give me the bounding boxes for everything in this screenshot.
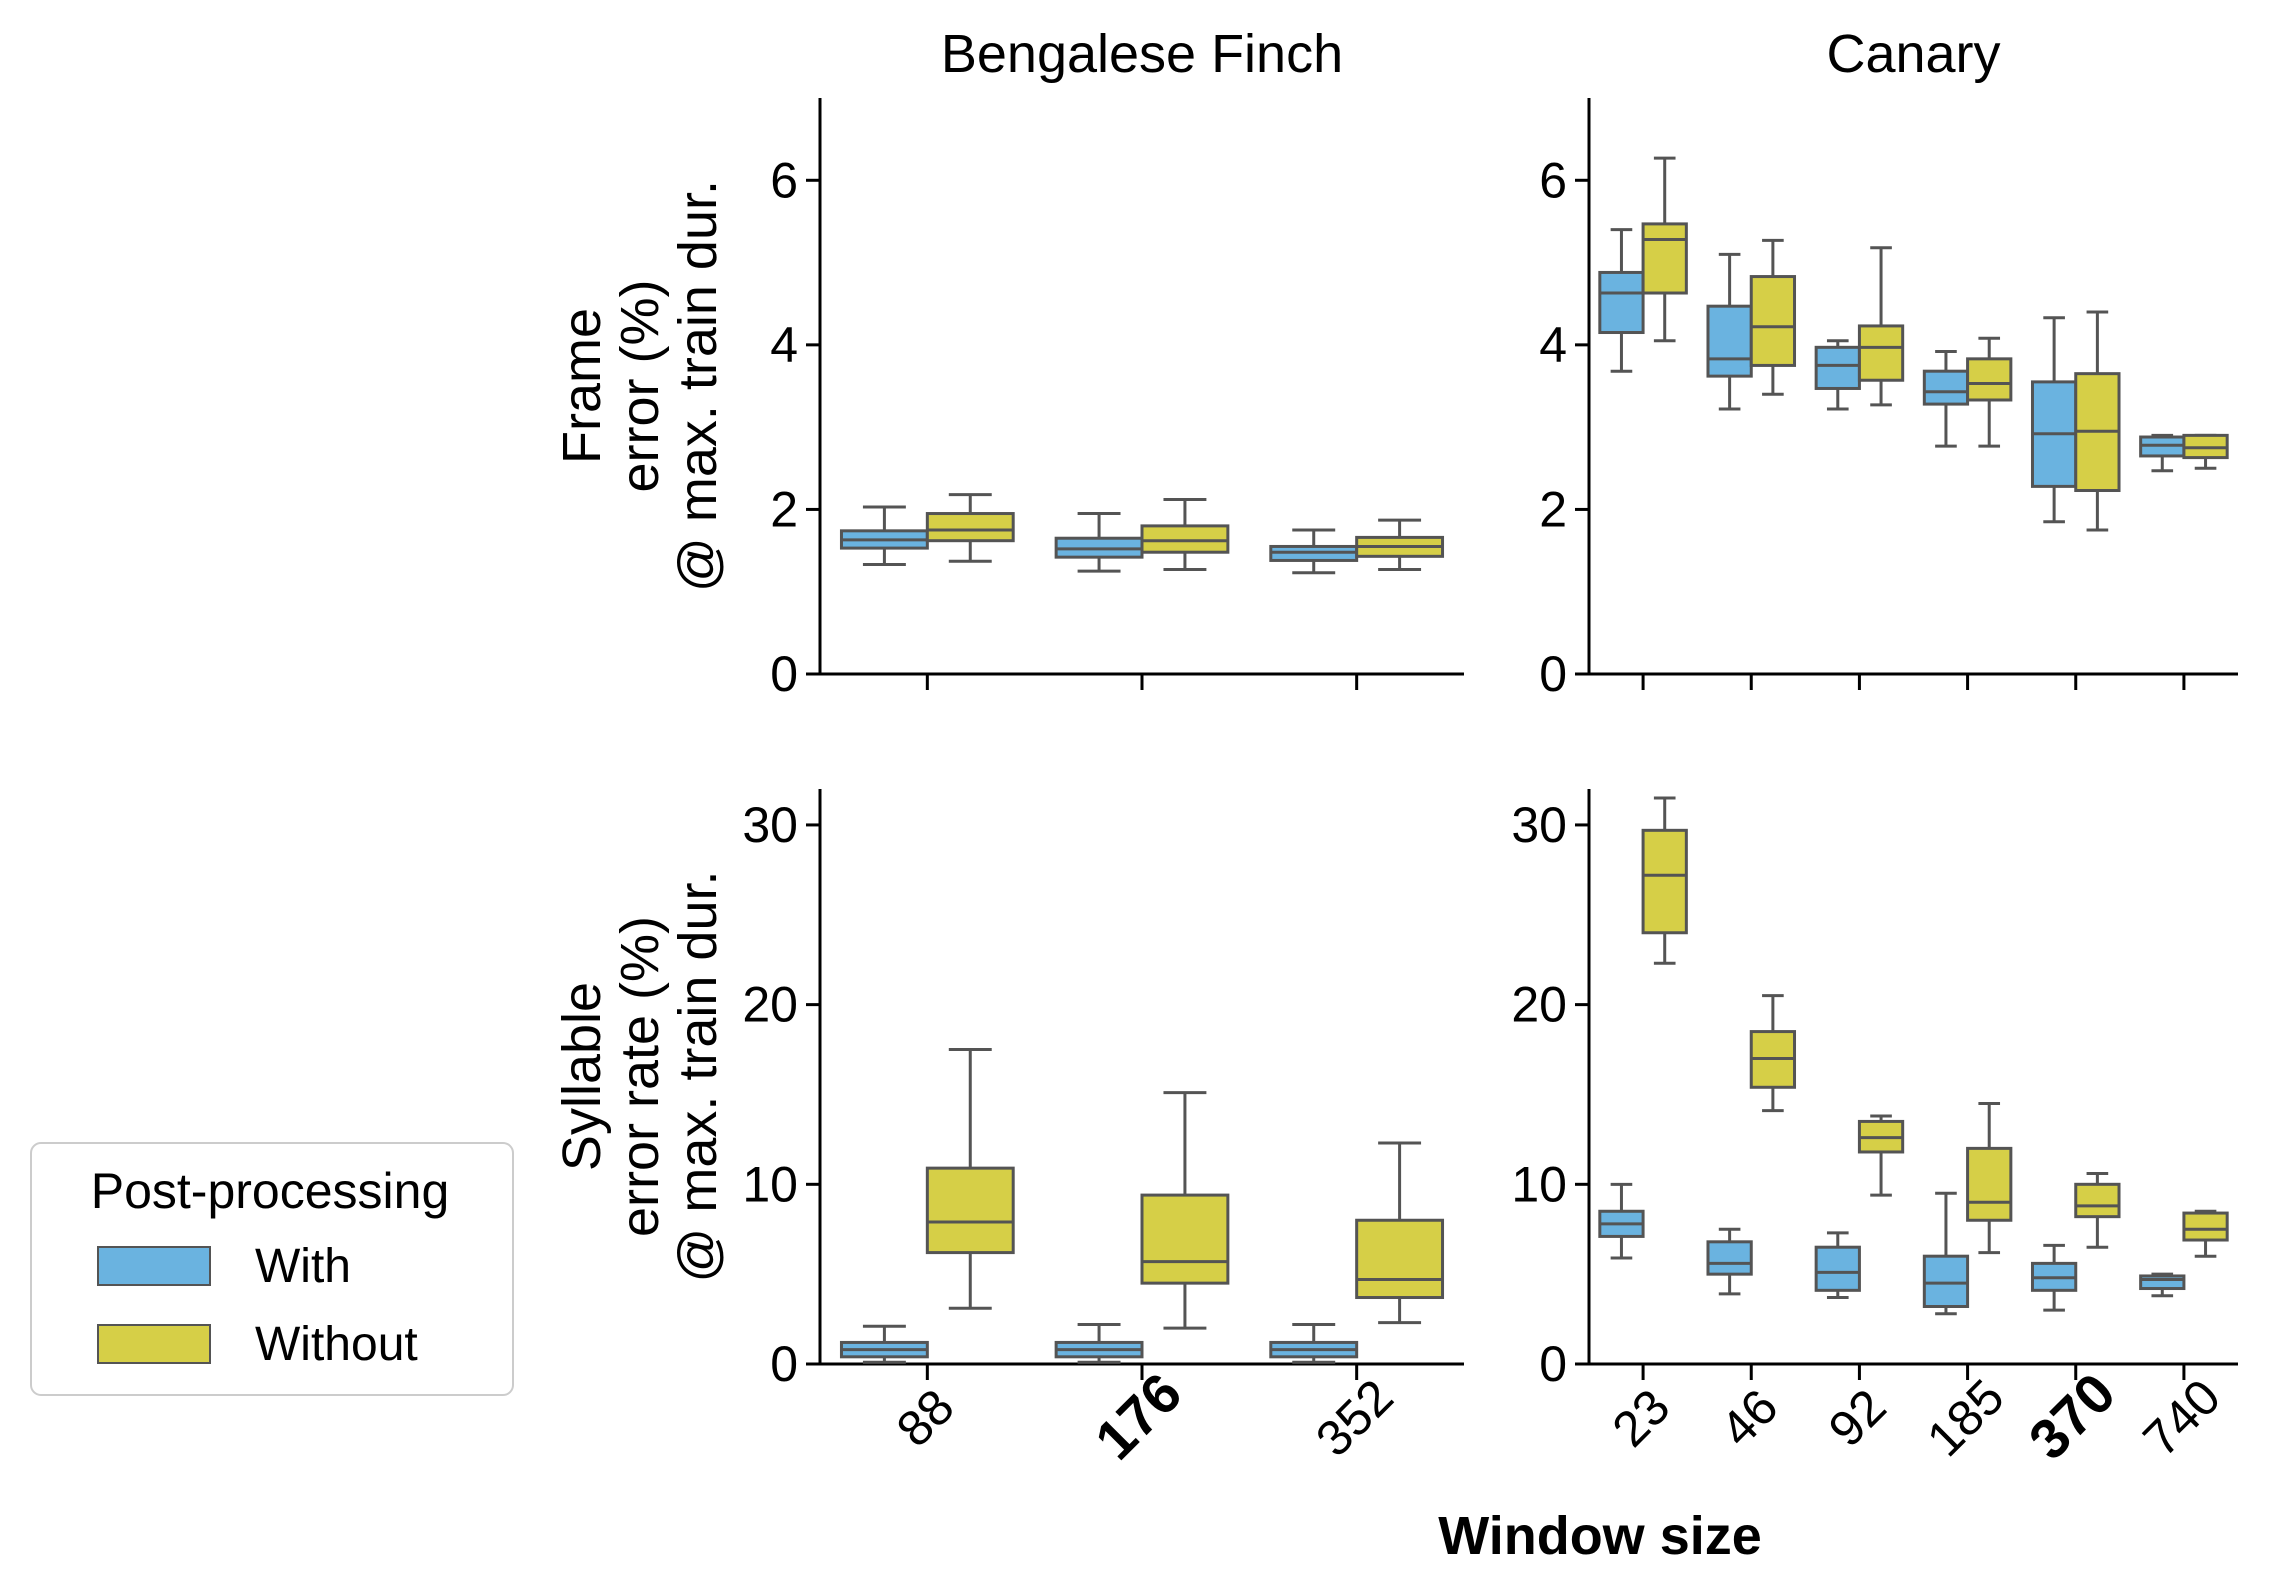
y-tick-label: 6 — [770, 152, 798, 208]
y-tick-label: 0 — [770, 646, 798, 702]
box-without — [925, 512, 1015, 543]
box-with — [1598, 270, 1645, 335]
box-with — [1922, 1254, 1970, 1308]
box-without — [1966, 1146, 2013, 1222]
x-tick-label: 23 — [1601, 1378, 1680, 1457]
panel-3: 0 10 20 30 23 46 92 185 370 740 — [1511, 789, 2238, 1471]
y-tick-label: 0 — [1539, 1336, 1567, 1392]
y-axis-label-line: Syllable — [552, 982, 612, 1171]
panel-title: Bengalese Finch — [941, 24, 1343, 84]
y-tick-label: 10 — [742, 1156, 798, 1212]
x-tick-label: 92 — [1818, 1378, 1897, 1457]
panel-1: 0 2 4 6 Canary — [1539, 24, 2238, 702]
x-tick-label: 46 — [1710, 1378, 1789, 1457]
legend-swatch-without — [97, 1324, 211, 1364]
y-tick-label: 10 — [1511, 1156, 1567, 1212]
box-without — [1641, 222, 1688, 295]
legend: Post-processing With Without — [30, 1142, 514, 1396]
legend-label-without: Without — [255, 1318, 418, 1371]
box-without — [1857, 324, 1905, 382]
y-axis-label-line: Frame — [552, 308, 612, 464]
x-tick-label: 370 — [2017, 1361, 2128, 1472]
box-without — [1641, 828, 1688, 935]
y-axis-label-line: error (%) — [610, 280, 670, 493]
box-with — [1922, 369, 1970, 406]
y-tick-label: 0 — [1539, 646, 1567, 702]
box-without — [1355, 1218, 1445, 1300]
box-without — [1140, 524, 1230, 554]
box-without — [2074, 1182, 2121, 1219]
box-without — [925, 1166, 1015, 1255]
legend-swatch-with — [97, 1246, 211, 1286]
legend-label-with: With — [255, 1240, 351, 1293]
y-axis-label-line: @ max. train dur. — [668, 180, 728, 592]
panel-title: Canary — [1826, 24, 2000, 84]
x-tick-label: 88 — [886, 1378, 965, 1457]
box-with — [1706, 304, 1753, 378]
y-tick-label: 30 — [742, 797, 798, 853]
y-tick-label: 2 — [1539, 481, 1567, 537]
box-with — [1706, 1240, 1753, 1276]
y-tick-label: 2 — [770, 481, 798, 537]
x-tick-label: 176 — [1083, 1361, 1194, 1472]
box-without — [1966, 357, 2013, 402]
y-tick-label: 4 — [1539, 317, 1567, 373]
y-tick-label: 20 — [1511, 977, 1567, 1033]
x-tick-label: 740 — [2132, 1369, 2231, 1468]
box-with — [1814, 345, 1861, 390]
x-tick-label: 185 — [1916, 1369, 2015, 1468]
y-axis-label-line: @ max. train dur. — [668, 871, 728, 1283]
y-tick-label: 6 — [1539, 152, 1567, 208]
box-without — [1749, 275, 1797, 367]
box-without — [2182, 1211, 2229, 1242]
y-tick-label: 30 — [1511, 797, 1567, 853]
box-with — [2139, 1274, 2186, 1291]
x-axis-label: Window size — [1438, 1506, 1762, 1566]
y-tick-label: 20 — [742, 977, 798, 1033]
x-tick-label: 352 — [1305, 1369, 1404, 1468]
box-with — [1814, 1245, 1861, 1292]
legend-title: Post-processing — [91, 1163, 450, 1219]
y-tick-label: 4 — [770, 317, 798, 373]
box-without — [1140, 1193, 1230, 1285]
y-axis-label-line: error rate (%) — [610, 916, 670, 1237]
y-tick-label: 0 — [770, 1336, 798, 1392]
